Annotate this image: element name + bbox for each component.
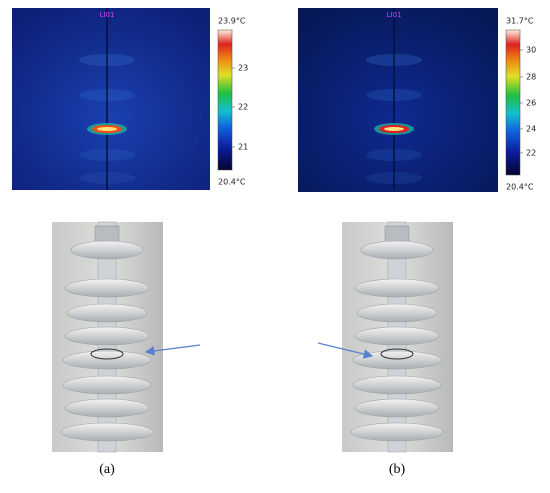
arrow [317, 342, 374, 359]
colorbar-tick-label: 22 [526, 149, 536, 158]
shed [350, 422, 444, 442]
colorbar-tick-label: 23 [238, 64, 248, 73]
shed [360, 240, 434, 260]
thermal-label: LI01 [387, 11, 402, 19]
defect-outline [380, 348, 414, 360]
thermal-image [12, 8, 210, 190]
shed [352, 350, 442, 370]
caption: (a) [99, 462, 115, 477]
shed [356, 303, 438, 323]
shed [60, 422, 154, 442]
shed [354, 278, 440, 298]
defect-outline [90, 348, 124, 360]
colorbar-max: 23.9°C [218, 17, 246, 26]
colorbar-max: 31.7°C [506, 17, 534, 26]
thermal-label: LI01 [100, 11, 115, 19]
colorbar-tick-label: 21 [238, 143, 248, 152]
shed [354, 398, 440, 418]
colorbar [505, 29, 521, 176]
shed [352, 375, 442, 395]
colorbar-min: 20.4°C [218, 178, 246, 187]
shed [64, 278, 150, 298]
shed [66, 303, 148, 323]
colorbar-min: 20.4°C [506, 183, 534, 192]
shed [64, 398, 150, 418]
caption: (b) [389, 462, 406, 477]
colorbar [217, 29, 233, 171]
colorbar-tick-label: 22 [238, 103, 248, 112]
colorbar-tick-label: 26 [526, 99, 536, 108]
shed [70, 240, 144, 260]
colorbar-tick-label: 24 [526, 125, 536, 134]
shed [62, 375, 152, 395]
shed [62, 350, 152, 370]
colorbar-tick-label: 30 [526, 46, 536, 55]
hot-core [97, 127, 118, 131]
shed [64, 326, 150, 346]
hot-core [384, 127, 404, 131]
arrow [144, 344, 201, 356]
shed [354, 326, 440, 346]
thermal-image [298, 8, 498, 192]
colorbar-tick-label: 28 [526, 73, 536, 82]
